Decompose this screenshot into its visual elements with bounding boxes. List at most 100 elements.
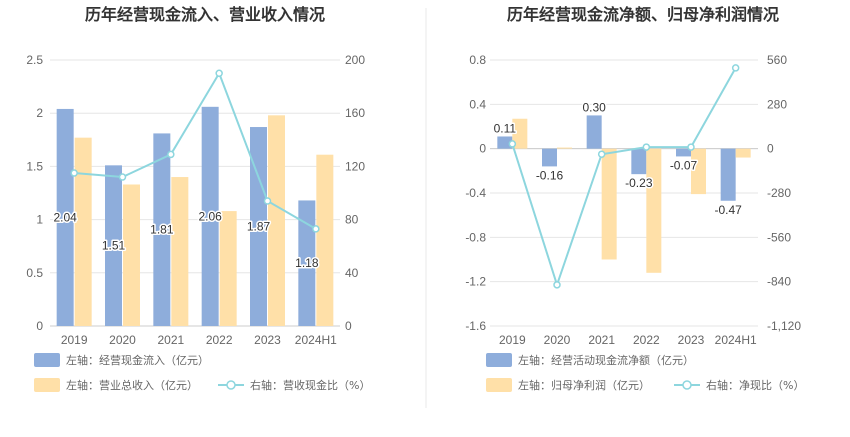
line-point [731,64,740,72]
bar-series-1 [676,148,691,157]
y-right-tick-label: 160 [345,106,365,120]
y-right-tick-label: 200 [345,53,365,67]
data-label: 1.51 [102,239,126,253]
x-tick-label: 2022 [206,333,233,347]
bar-series-2 [268,115,285,326]
y-right-tick-label: -840 [767,275,791,289]
y-left-tick-label: 0 [479,142,486,156]
line-point [597,150,606,158]
line-point [215,69,223,78]
line-point [642,143,651,151]
y-right-tick-label: 560 [767,53,787,67]
legend-bar-swatch [486,378,512,392]
x-tick-label: 2023 [678,333,705,347]
data-label: 2.06 [198,209,222,223]
x-tick-label: 2023 [254,333,281,347]
bar-series-2 [316,154,334,326]
legend-line-marker [682,380,692,390]
legend-label: 左轴：经营现金流入（亿元） [66,353,209,367]
data-label: 1.87 [247,220,271,234]
y-left-tick-label: 0.8 [469,53,486,67]
y-right-tick-label: 0 [345,319,352,333]
data-label: 0.30 [582,100,606,114]
bar-series-2 [646,148,662,273]
bar-series-1 [542,148,557,167]
bar-series-2 [601,148,617,260]
y-left-tick-label: 0.4 [469,97,486,111]
x-tick-label: 2020 [544,333,571,347]
line-point [553,281,561,289]
bar-series-1 [153,133,171,326]
legend-bar-swatch [34,378,60,392]
bar-series-2 [691,148,706,195]
y-left-tick-label: -0.8 [465,230,486,244]
y-right-tick-label: -560 [767,230,791,244]
line-point [118,173,127,181]
chart-title: 历年经营现金流净额、归母净利润情况 [507,5,779,24]
bar-series-1 [631,148,647,175]
line-point [70,169,78,177]
legend-line-marker [226,380,236,390]
x-tick-label: 2019 [61,333,88,347]
data-label: 1.18 [295,256,319,270]
bar-series-1 [201,106,219,326]
bar-series-2 [735,148,751,158]
bar-series-2 [123,184,140,326]
legend-bar-swatch [486,353,512,367]
data-label: -0.23 [625,176,653,190]
bar-series-2 [171,177,189,326]
line-point [687,143,695,151]
y-left-tick-label: -1.2 [465,275,486,289]
chart-net-cashflow-profit: 历年经营现金流净额、归母净利润情况 -1.6 -1,120 -1.2 -840 -0.8 -… [465,5,804,392]
data-label: 1.81 [150,223,174,237]
x-tick-label: 2024H1 [715,333,757,347]
line-series [74,71,317,230]
x-tick-label: 2019 [499,333,526,347]
y-left-tick-label: 0 [36,319,43,333]
y-right-tick-label: 40 [345,266,359,280]
legend-label: 左轴：经营活动现金流净额（亿元） [518,353,694,367]
y-right-tick-label: -280 [767,186,791,200]
bar-series-1 [250,127,267,326]
y-right-tick-label: 120 [345,159,365,173]
x-tick-label: 2020 [109,333,136,347]
bar-series-1 [497,136,513,149]
x-tick-label: 2021 [157,333,184,347]
bar-series-2 [512,118,528,149]
bar-series-1 [586,115,602,149]
y-left-tick-label: 0.5 [26,266,43,280]
data-label: -0.07 [670,158,698,172]
bar-series-2 [557,147,572,149]
x-tick-label: 2021 [588,333,615,347]
y-right-tick-label: -1,120 [767,319,801,333]
bar-series-2 [219,211,237,326]
bar-series-2 [74,137,92,326]
legend-label: 左轴：营业总收入（亿元） [66,378,198,392]
bar-series-1 [720,148,736,201]
chart-cash-inflow-revenue: 历年经营现金流入、营业收入情况 0 0 0.5 40 1 80 1.5 120 2 160 2.5 20… [26,5,370,392]
line-point [167,150,175,159]
chart-title: 历年经营现金流入、营业收入情况 [85,5,325,24]
y-left-tick-label: 1.5 [26,159,43,173]
legend-label: 右轴：营收现金比（%） [250,378,370,392]
line-series [511,67,737,289]
x-tick-label: 2024H1 [295,333,337,347]
line-point [508,140,517,148]
y-left-tick-label: 1 [36,213,43,227]
legend-label: 右轴：净现比（%） [706,378,804,392]
x-tick-label: 2022 [633,333,660,347]
legend-label: 左轴：归母净利润（亿元） [518,378,650,392]
line-point [312,225,320,233]
y-left-tick-label: -0.4 [465,186,486,200]
data-label: -0.47 [714,203,742,217]
y-right-tick-label: 80 [345,213,359,227]
bar-series-1 [56,108,74,326]
data-label: -0.16 [536,168,564,182]
y-right-tick-label: 280 [767,97,787,111]
legend-bar-swatch [34,353,60,367]
y-left-tick-label: 2 [36,106,43,120]
data-label: 2.04 [53,210,77,224]
y-right-tick-label: 0 [767,142,774,156]
